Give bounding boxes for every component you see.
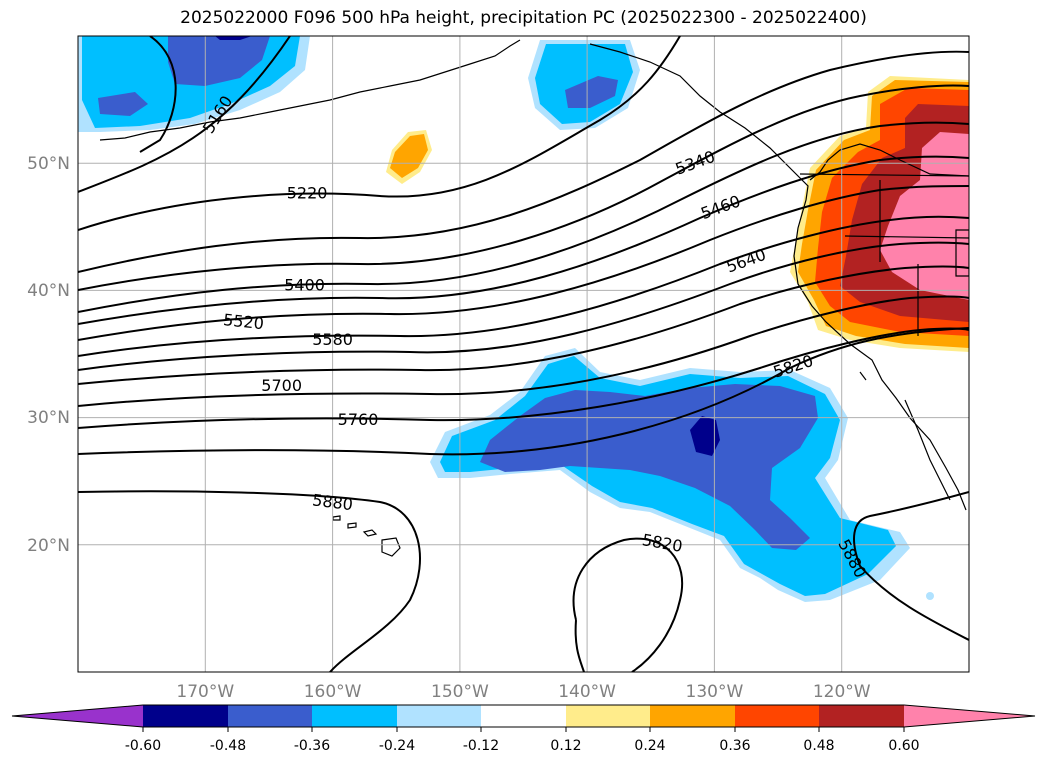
- colorbar-cell: [228, 705, 312, 727]
- colorbar: -0.60 -0.48 -0.36 -0.24 -0.12 0.12 0.24 …: [11, 704, 1036, 754]
- map-area: 5160 5220 5340 5460 5400 5640 5520 5580 …: [78, 36, 969, 672]
- colorbar-cell: [566, 705, 650, 727]
- lon-tick-label: 160°W: [304, 682, 362, 702]
- contour-label: 5520: [222, 310, 264, 333]
- neg-precip-pac-darkest: [690, 416, 720, 456]
- colorbar-tick-label: 0.12: [550, 738, 581, 754]
- colorbar-cell: [904, 705, 1035, 727]
- colorbar-cell: [650, 705, 735, 727]
- lat-axis: 50°N 40°N 30°N 20°N: [27, 154, 70, 556]
- colorbar-tick-label: -0.12: [463, 738, 499, 754]
- contour-label: 5400: [284, 275, 325, 294]
- lon-axis: 170°W 160°W 150°W 140°W 130°W 120°W: [176, 682, 870, 702]
- hawaii-islands: [332, 515, 401, 557]
- pos-precip-west-pink: [880, 132, 969, 300]
- colorbar-cell: [312, 705, 397, 727]
- colorbar-cell: [481, 705, 566, 727]
- colorbar-cell: [397, 705, 481, 727]
- chart-title: 2025022000 F096 500 hPa height, precipit…: [180, 8, 867, 28]
- small-neg-patch: [926, 592, 934, 600]
- neg-precip-nw-dark2: [98, 92, 148, 116]
- colorbar-tick-label: -0.24: [379, 738, 415, 754]
- height-contours: [78, 36, 969, 672]
- colorbar-tick-label: 0.24: [634, 738, 665, 754]
- lat-tick-label: 50°N: [27, 154, 70, 174]
- neg-precip-goa-dark: [565, 76, 618, 108]
- contour-label: 5700: [261, 376, 302, 395]
- neg-precip-pac-dark: [480, 384, 818, 550]
- colorbar-ticks: [142, 727, 905, 732]
- lon-tick-label: 140°W: [558, 682, 616, 702]
- pos-precip-patch-mid: [390, 134, 428, 178]
- map-frame: [77, 35, 970, 673]
- lon-tick-label: 170°W: [176, 682, 234, 702]
- contour-label: 5220: [287, 184, 328, 203]
- colorbar-cell: [12, 705, 143, 727]
- lon-tick-label: 120°W: [813, 682, 871, 702]
- colorbar-tick-label: -0.60: [125, 738, 161, 754]
- contour-label: 5760: [338, 410, 379, 429]
- colorbar-tick-label: 0.60: [888, 738, 919, 754]
- contour-label: 5880: [311, 490, 354, 514]
- neg-precip-nw-darkest: [215, 36, 252, 40]
- lat-tick-label: 30°N: [27, 408, 70, 428]
- lon-tick-label: 130°W: [686, 682, 744, 702]
- neg-precip-nw-dark: [168, 36, 270, 86]
- colorbar-cell: [143, 705, 228, 727]
- colorbar-cell: [735, 705, 819, 727]
- lat-tick-label: 20°N: [27, 536, 70, 556]
- colorbar-tick-label: -0.36: [294, 738, 330, 754]
- colorbar-cell: [819, 705, 904, 727]
- colorbar-tick-label: -0.48: [210, 738, 246, 754]
- contour-label: 5580: [312, 330, 353, 349]
- lon-tick-label: 150°W: [431, 682, 489, 702]
- colorbar-tick-label: 0.36: [719, 738, 750, 754]
- colorbar-tick-label: 0.48: [803, 738, 834, 754]
- lat-tick-label: 40°N: [27, 281, 70, 301]
